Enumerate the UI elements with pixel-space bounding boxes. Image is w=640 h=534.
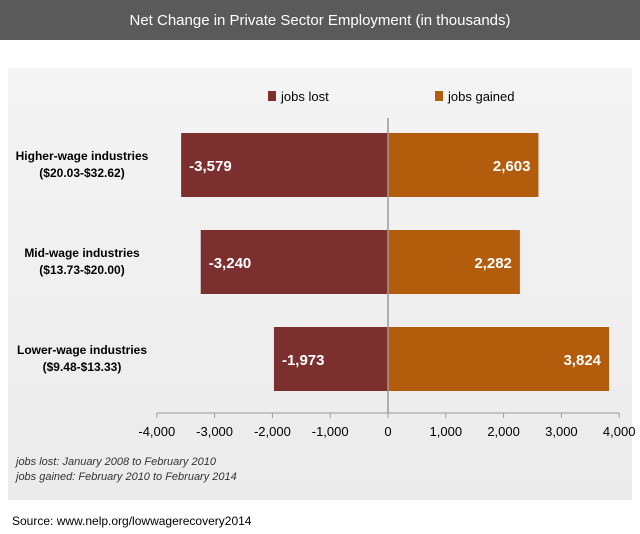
category-label: Lower-wage industries [17, 343, 147, 357]
legend-label-jobs-gained: jobs gained [447, 89, 515, 104]
legend-label-jobs-lost: jobs lost [280, 89, 329, 104]
x-tick-label: -3,000 [196, 424, 233, 439]
bar-jobs-gained [388, 133, 539, 197]
bar-jobs-gained [388, 327, 610, 391]
category-label: Mid-wage industries [24, 246, 140, 260]
x-tick-label: -4,000 [138, 424, 175, 439]
category-label: Higher-wage industries [16, 149, 149, 163]
bar-jobs-lost [273, 327, 388, 391]
bar-jobs-lost [181, 133, 388, 197]
bar-jobs-lost [200, 230, 388, 294]
category-range-label: ($20.03-$32.62) [39, 166, 124, 180]
x-tick-label: 0 [384, 424, 391, 439]
x-tick-label: 2,000 [487, 424, 520, 439]
data-label-jobs-gained: 2,282 [474, 255, 512, 272]
x-tick-label: -1,000 [312, 424, 349, 439]
x-tick-label: -2,000 [254, 424, 291, 439]
chart-title: Net Change in Private Sector Employment … [0, 0, 640, 40]
source-note: Source: www.nelp.org/lowwagerecovery2014 [12, 514, 252, 528]
bar-jobs-gained [388, 230, 520, 294]
data-label-jobs-lost: -1,973 [282, 352, 325, 369]
legend-swatch-jobs-gained [435, 91, 443, 101]
x-tick-label: 3,000 [545, 424, 578, 439]
data-label-jobs-gained: 2,603 [493, 158, 531, 175]
footnote-jobs-gained: jobs gained: February 2010 to February 2… [14, 471, 237, 483]
category-range-label: ($13.73-$20.00) [39, 263, 124, 277]
x-tick-label: 1,000 [430, 424, 463, 439]
category-range-label: ($9.48-$13.33) [43, 360, 122, 374]
legend-swatch-jobs-lost [268, 91, 276, 101]
x-tick-label: 4,000 [603, 424, 636, 439]
footnote-jobs-lost: jobs lost: January 2008 to February 2010 [14, 456, 217, 468]
data-label-jobs-gained: 3,824 [563, 352, 601, 369]
data-label-jobs-lost: -3,240 [209, 255, 252, 272]
data-label-jobs-lost: -3,579 [189, 158, 232, 175]
